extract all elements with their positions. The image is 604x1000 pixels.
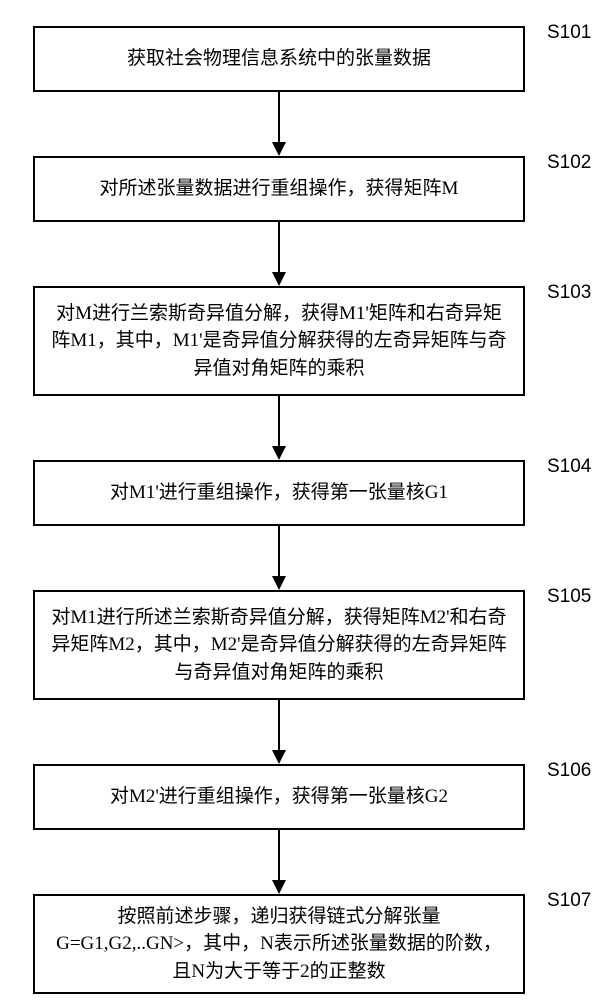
- arrow-line-3: [278, 396, 280, 446]
- flow-step-2: 对所述张量数据进行重组操作，获得矩阵M: [33, 156, 525, 222]
- flow-step-id-4: S104: [547, 456, 591, 478]
- flow-step-text: 对M2'进行重组操作，获得第一张量核G2: [110, 783, 448, 811]
- arrow-line-2: [278, 222, 280, 272]
- flow-step-3: 对M进行兰索斯奇异值分解，获得M1'矩阵和右奇异矩阵M1，其中，M1'是奇异值分…: [33, 286, 525, 396]
- arrow-head-2: [272, 272, 286, 286]
- flow-step-id-7: S107: [547, 890, 591, 912]
- arrow-line-4: [278, 526, 280, 576]
- arrow-line-6: [278, 830, 280, 880]
- flow-step-6: 对M2'进行重组操作，获得第一张量核G2: [33, 764, 525, 830]
- arrow-head-4: [272, 576, 286, 590]
- flow-step-5: 对M1进行所述兰索斯奇异值分解，获得矩阵M2'和右奇异矩阵M2，其中，M2'是奇…: [33, 590, 525, 700]
- flow-step-id-3: S103: [547, 282, 591, 304]
- flow-step-text: 对所述张量数据进行重组操作，获得矩阵M: [100, 175, 459, 203]
- flow-step-id-6: S106: [547, 760, 591, 782]
- arrow-line-1: [278, 92, 280, 142]
- flowchart-container: 获取社会物理信息系统中的张量数据 S101 对所述张量数据进行重组操作，获得矩阵M S…: [0, 0, 604, 1000]
- flow-step-id-5: S105: [547, 586, 591, 608]
- arrow-line-5: [278, 700, 280, 750]
- flow-step-text: 对M1进行所述兰索斯奇异值分解，获得矩阵M2'和右奇异矩阵M2，其中，M2'是奇…: [47, 604, 511, 687]
- flow-step-text: 对M1'进行重组操作，获得第一张量核G1: [110, 479, 448, 507]
- arrow-head-3: [272, 446, 286, 460]
- flow-step-id-2: S102: [547, 152, 591, 174]
- flow-step-text: 按照前述步骤，递归获得链式分解张量G=G1,G2,..GN>，其中，N表示所述张…: [47, 903, 511, 986]
- flow-step-7: 按照前述步骤，递归获得链式分解张量G=G1,G2,..GN>，其中，N表示所述张…: [33, 894, 525, 994]
- arrow-head-6: [272, 880, 286, 894]
- flow-step-4: 对M1'进行重组操作，获得第一张量核G1: [33, 460, 525, 526]
- flow-step-1: 获取社会物理信息系统中的张量数据: [33, 26, 525, 92]
- flow-step-text: 获取社会物理信息系统中的张量数据: [127, 45, 431, 73]
- arrow-head-5: [272, 750, 286, 764]
- flow-step-id-1: S101: [547, 22, 591, 44]
- flow-step-text: 对M进行兰索斯奇异值分解，获得M1'矩阵和右奇异矩阵M1，其中，M1'是奇异值分…: [47, 300, 511, 383]
- arrow-head-1: [272, 142, 286, 156]
